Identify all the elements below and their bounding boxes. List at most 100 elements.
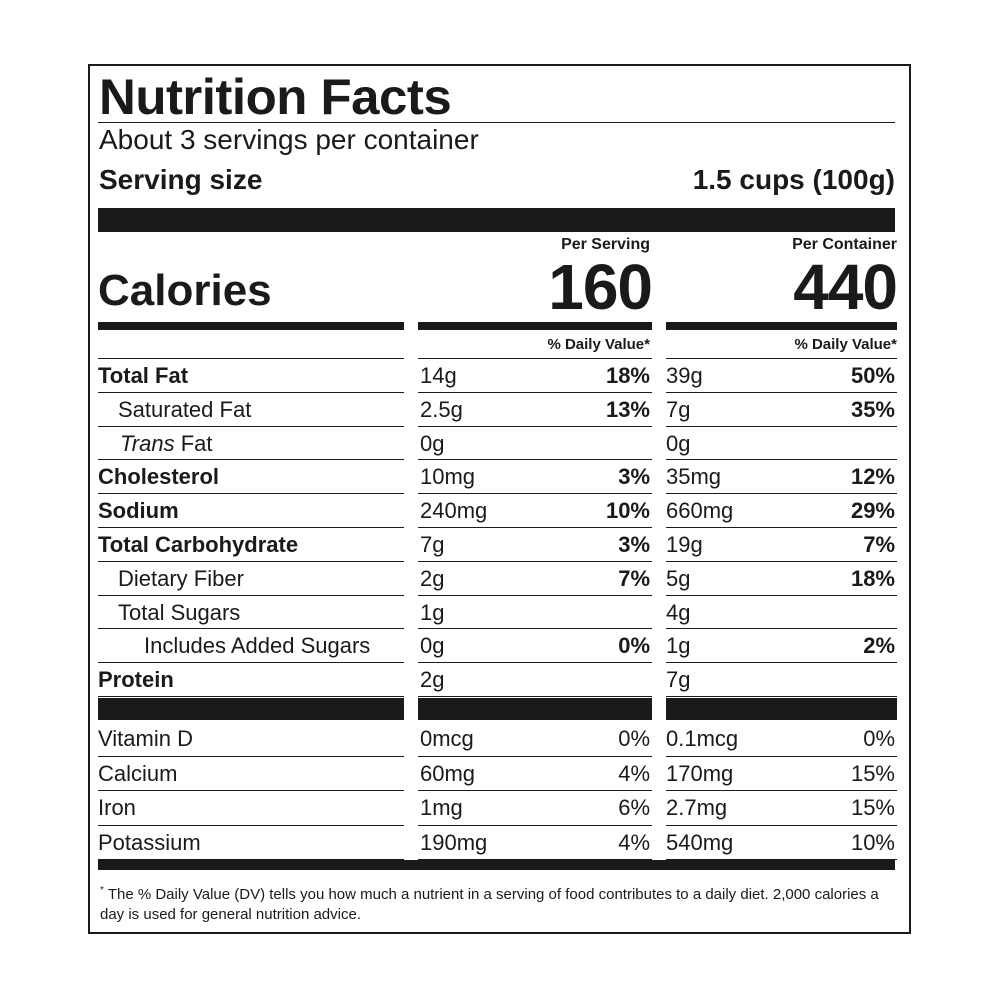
servings-per-container: About 3 servings per container: [99, 124, 479, 155]
container-amt: 1g: [666, 633, 691, 659]
container-dv: 12%: [850, 464, 895, 490]
serving-size-value: 1.5 cups (100g): [692, 164, 895, 195]
row-divider: [418, 790, 652, 791]
container-dv: 35%: [850, 396, 895, 422]
row-divider: [666, 824, 897, 826]
vitamin-row: Potassium 190mg 4% 540mg 10%: [90, 826, 909, 860]
vitamin-row: Calcium 60mg 4% 170mg 15%: [90, 757, 909, 791]
nutrient-name: Total Sugars: [118, 599, 241, 625]
row-divider: [418, 859, 652, 860]
vitamin-bar-mid: [418, 698, 652, 720]
nutrient-row: Sodium 240mg 10% 660mg 29%: [90, 494, 909, 528]
row-divider: [666, 696, 897, 697]
row-divider: [98, 493, 404, 495]
serving-dv: 10%: [605, 498, 650, 524]
nutrient-name: Saturated Fat: [118, 396, 252, 422]
serving-dv: 3%: [618, 464, 650, 490]
serving-amt: 60mg: [420, 760, 476, 786]
container-amt: 7g: [666, 667, 691, 693]
row-divider: [418, 560, 652, 562]
nutrient-name: Vitamin D: [98, 726, 193, 751]
row-divider: [418, 493, 652, 495]
row-divider: [418, 628, 652, 630]
container-amt: 19g: [666, 532, 703, 557]
row-divider: [666, 859, 897, 860]
serving-amt: 14g: [420, 363, 457, 388]
row-divider: [418, 594, 652, 596]
serving-dv: 3%: [618, 532, 650, 557]
row-divider: [666, 527, 897, 528]
calories-bar-right: [666, 322, 897, 330]
row-divider: [418, 425, 652, 427]
row-divider: [98, 662, 404, 664]
nutrient-row: Trans Fat 0g 0g: [90, 427, 909, 461]
serving-size-label: Serving size: [99, 164, 263, 195]
container-amt: 0.1mcg: [666, 726, 739, 751]
row-divider: [98, 696, 404, 697]
serving-amt: 1g: [420, 599, 445, 625]
container-dv: 18%: [850, 565, 895, 591]
row-divider: [98, 425, 404, 427]
row-divider: [666, 459, 897, 461]
container-amt: 2.7mg: [666, 795, 728, 820]
nutrition-facts-label: Nutrition Facts About 3 servings per con…: [88, 64, 911, 934]
label-title: Nutrition Facts: [99, 69, 452, 125]
row-divider: [418, 391, 652, 393]
row-divider: [666, 560, 897, 562]
row-divider: [418, 662, 652, 664]
row-divider: [98, 358, 404, 359]
row-divider: [666, 425, 897, 427]
row-divider: [418, 527, 652, 528]
serving-amt: 2.5g: [420, 396, 463, 422]
serving-dv: 0%: [618, 633, 650, 659]
serving-amt: 2g: [420, 667, 445, 693]
container-dv: 15%: [850, 795, 895, 820]
nutrient-name: Calcium: [98, 760, 178, 786]
nutrient-name-italic: Trans: [120, 430, 175, 456]
serving-amt: 190mg: [420, 829, 488, 855]
container-dv: 29%: [850, 498, 895, 524]
serving-amt: 0g: [420, 633, 445, 659]
row-divider: [98, 391, 404, 393]
row-divider: [666, 628, 897, 630]
nutrient-name: Protein: [98, 667, 174, 693]
container-amt: 540mg: [666, 829, 734, 855]
nutrient-name: Iron: [98, 795, 136, 820]
nutrient-name: Sodium: [98, 498, 179, 524]
nutrient-row: Protein 2g 7g: [90, 663, 909, 697]
calories-label: Calories: [98, 266, 272, 315]
row-divider: [98, 790, 404, 791]
dv-heading-serving: % Daily Value*: [547, 336, 650, 353]
vitamin-row: Vitamin D 0mcg 0% 0.1mcg 0%: [90, 722, 909, 756]
row-divider: [666, 358, 897, 359]
serving-amt: 1mg: [420, 795, 463, 820]
dv-heading-container: % Daily Value*: [794, 336, 897, 353]
nutrient-name: Total Fat: [98, 363, 189, 388]
calories-per-serving: 160: [548, 251, 653, 323]
serving-amt: 0g: [420, 430, 445, 456]
row-divider: [98, 755, 404, 757]
nutrient-name: Cholesterol: [98, 464, 220, 490]
row-divider: [98, 560, 404, 562]
nutrient-name: Includes Added Sugars: [144, 633, 371, 659]
row-divider: [418, 358, 652, 359]
row-divider: [418, 459, 652, 461]
serving-dv: 4%: [618, 829, 650, 855]
nutrient-row: Cholesterol 10mg 3% 35mg 12%: [90, 460, 909, 494]
serving-dv: 4%: [618, 760, 650, 786]
bottom-thick-divider: [98, 860, 895, 870]
row-divider: [98, 628, 404, 630]
container-amt: 39g: [666, 363, 703, 388]
container-dv: 2%: [863, 633, 895, 659]
nutrient-row: Dietary Fiber 2g 7% 5g 18%: [90, 562, 909, 596]
serving-dv: 13%: [605, 396, 650, 422]
nutrient-name: Total Carbohydrate: [98, 532, 299, 557]
calories-bar-left: [98, 322, 404, 330]
serving-amt: 240mg: [420, 498, 488, 524]
footnote-mark: *: [100, 885, 104, 896]
footnote-text: The % Daily Value (DV) tells you how muc…: [100, 886, 879, 923]
nutrient-name: Dietary Fiber: [118, 565, 244, 591]
vitamin-row: Iron 1mg 6% 2.7mg 15%: [90, 791, 909, 825]
row-divider: [666, 493, 897, 495]
nutrient-name: Trans Fat: [120, 431, 213, 457]
